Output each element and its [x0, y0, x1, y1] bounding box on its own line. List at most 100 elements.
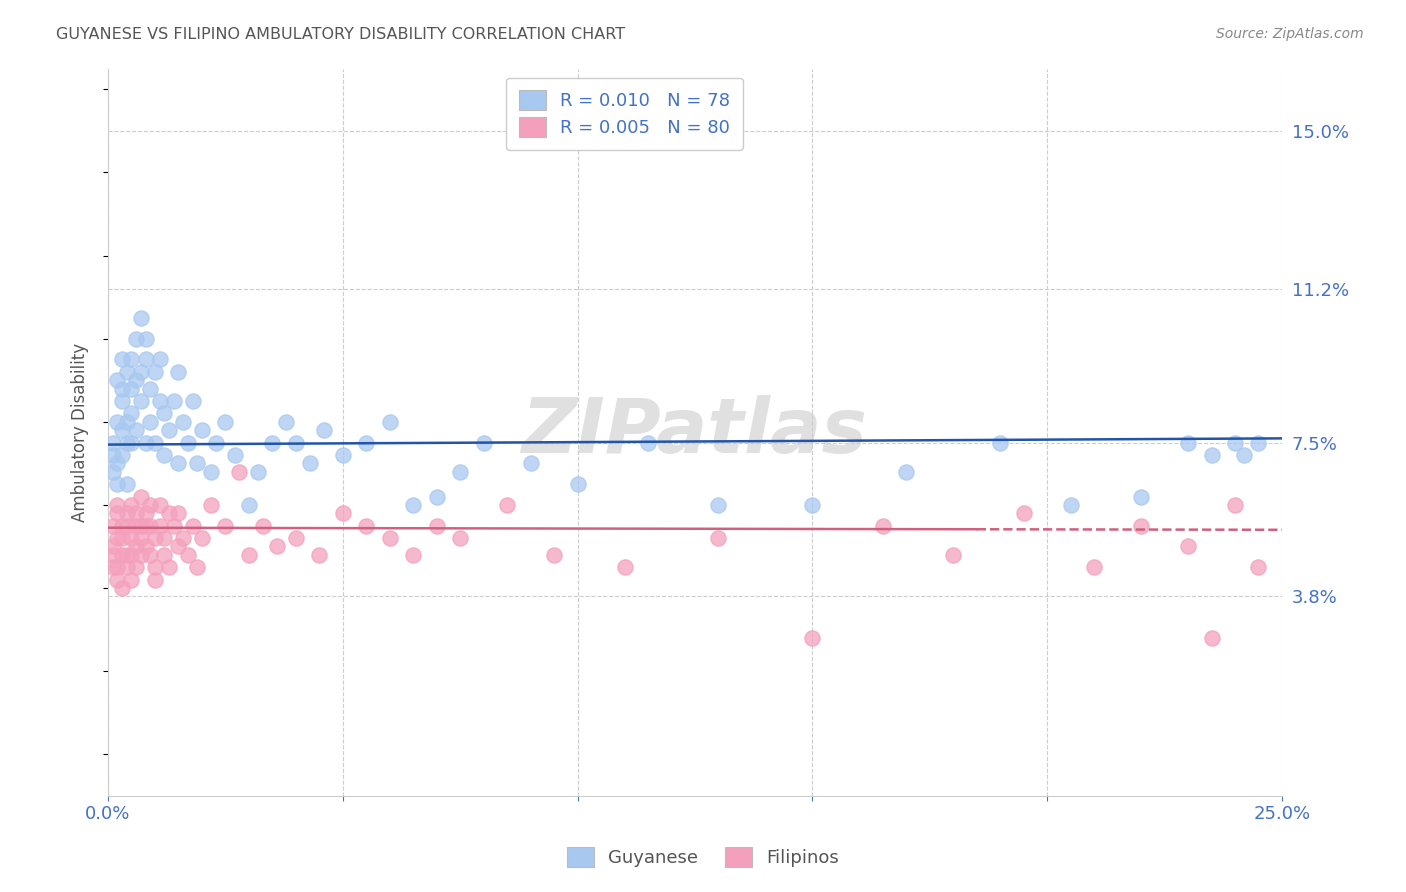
Point	[247, 465, 270, 479]
Point	[153, 548, 176, 562]
Point	[1233, 448, 1256, 462]
Point	[125, 518, 148, 533]
Point	[186, 456, 208, 470]
Legend: R = 0.010   N = 78, R = 0.005   N = 80: R = 0.010 N = 78, R = 0.005 N = 80	[506, 78, 742, 150]
Point	[105, 573, 128, 587]
Point	[129, 518, 152, 533]
Point	[149, 518, 172, 533]
Point	[139, 415, 162, 429]
Point	[1201, 631, 1223, 645]
Point	[172, 415, 194, 429]
Point	[191, 423, 214, 437]
Point	[157, 506, 180, 520]
Point	[214, 415, 236, 429]
Point	[402, 498, 425, 512]
Point	[402, 548, 425, 562]
Point	[105, 560, 128, 574]
Point	[167, 540, 190, 554]
Point	[1177, 540, 1199, 554]
Point	[115, 518, 138, 533]
Point	[378, 415, 401, 429]
Point	[181, 518, 204, 533]
Point	[125, 332, 148, 346]
Point	[707, 498, 730, 512]
Point	[125, 373, 148, 387]
Point	[172, 531, 194, 545]
Point	[153, 406, 176, 420]
Point	[988, 435, 1011, 450]
Point	[1130, 490, 1153, 504]
Point	[139, 548, 162, 562]
Point	[105, 498, 128, 512]
Text: ZIPatlas: ZIPatlas	[522, 395, 868, 469]
Point	[111, 548, 134, 562]
Point	[135, 518, 157, 533]
Point	[121, 573, 143, 587]
Point	[496, 498, 519, 512]
Point	[332, 506, 354, 520]
Point	[181, 394, 204, 409]
Point	[101, 435, 124, 450]
Point	[125, 506, 148, 520]
Point	[111, 518, 134, 533]
Point	[356, 518, 378, 533]
Point	[129, 531, 152, 545]
Point	[111, 581, 134, 595]
Point	[801, 631, 824, 645]
Point	[177, 548, 200, 562]
Point	[105, 373, 128, 387]
Point	[262, 435, 284, 450]
Point	[214, 518, 236, 533]
Point	[149, 352, 172, 367]
Point	[101, 465, 124, 479]
Point	[105, 477, 128, 491]
Point	[135, 352, 157, 367]
Point	[129, 394, 152, 409]
Point	[111, 423, 134, 437]
Point	[115, 560, 138, 574]
Point	[200, 498, 222, 512]
Point	[121, 406, 143, 420]
Point	[135, 540, 157, 554]
Point	[149, 394, 172, 409]
Point	[308, 548, 330, 562]
Point	[115, 415, 138, 429]
Point	[105, 531, 128, 545]
Point	[129, 548, 152, 562]
Point	[519, 456, 541, 470]
Point	[276, 415, 298, 429]
Point	[266, 540, 288, 554]
Point	[143, 573, 166, 587]
Point	[125, 423, 148, 437]
Point	[125, 560, 148, 574]
Point	[143, 365, 166, 379]
Point	[135, 435, 157, 450]
Point	[121, 531, 143, 545]
Point	[115, 477, 138, 491]
Point	[186, 560, 208, 574]
Point	[125, 540, 148, 554]
Point	[942, 548, 965, 562]
Point	[637, 435, 659, 450]
Point	[200, 465, 222, 479]
Point	[143, 435, 166, 450]
Point	[139, 498, 162, 512]
Point	[121, 498, 143, 512]
Point	[139, 518, 162, 533]
Text: GUYANESE VS FILIPINO AMBULATORY DISABILITY CORRELATION CHART: GUYANESE VS FILIPINO AMBULATORY DISABILI…	[56, 27, 626, 42]
Point	[224, 448, 246, 462]
Point	[332, 448, 354, 462]
Point	[449, 531, 471, 545]
Point	[105, 415, 128, 429]
Point	[284, 531, 307, 545]
Point	[613, 560, 636, 574]
Point	[121, 435, 143, 450]
Point	[1201, 448, 1223, 462]
Legend: Guyanese, Filipinos: Guyanese, Filipinos	[560, 839, 846, 874]
Point	[1130, 518, 1153, 533]
Point	[121, 352, 143, 367]
Point	[356, 435, 378, 450]
Point	[378, 531, 401, 545]
Point	[1247, 560, 1270, 574]
Point	[101, 560, 124, 574]
